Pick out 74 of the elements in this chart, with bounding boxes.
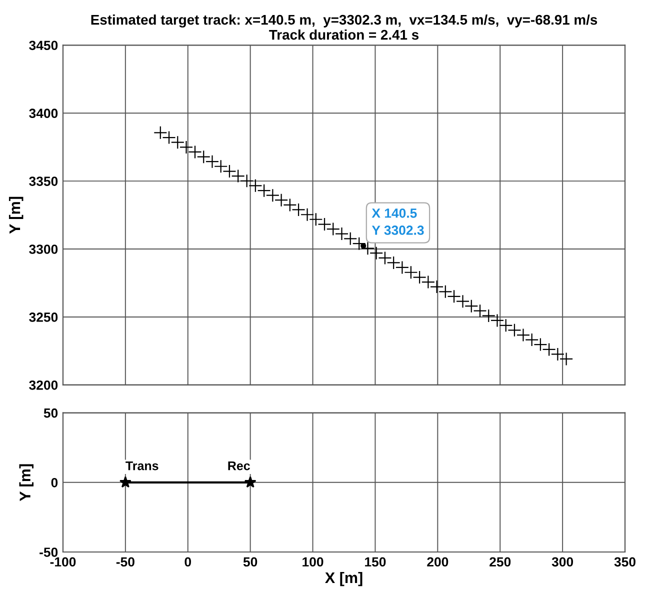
point bbox=[188, 145, 202, 159]
y-tick-label: 3450 bbox=[29, 40, 58, 50]
y-tick-label: 50 bbox=[44, 408, 58, 418]
point bbox=[231, 169, 245, 183]
x-axis-title: X [m] bbox=[325, 572, 362, 586]
point bbox=[274, 193, 288, 207]
point bbox=[490, 314, 504, 328]
point bbox=[257, 184, 271, 198]
y-tick-label: 3250 bbox=[29, 312, 58, 322]
annotation: X 140.5 Y 3302.3 bbox=[372, 208, 424, 235]
point bbox=[430, 280, 444, 294]
point bbox=[309, 212, 323, 226]
y-axis-title: Y [m] bbox=[8, 196, 24, 234]
x-tick-label: 200 bbox=[427, 557, 448, 567]
point bbox=[499, 318, 513, 332]
point bbox=[534, 338, 548, 352]
point bbox=[525, 332, 539, 347]
x-tick-label: -100 bbox=[50, 557, 76, 567]
y-tick-label: -50 bbox=[40, 548, 58, 557]
point bbox=[154, 126, 168, 140]
point bbox=[266, 188, 280, 202]
x-tick-label: -50 bbox=[116, 557, 134, 567]
x-tick-label: 50 bbox=[243, 557, 258, 567]
x-tick-label: 300 bbox=[552, 557, 574, 567]
point bbox=[222, 164, 236, 178]
point bbox=[421, 275, 435, 289]
point bbox=[162, 130, 176, 144]
point bbox=[334, 226, 349, 241]
point bbox=[404, 266, 418, 280]
point bbox=[196, 150, 210, 164]
annotation: Trans bbox=[126, 462, 158, 470]
point bbox=[438, 284, 452, 298]
point bbox=[447, 290, 461, 304]
point bbox=[508, 323, 522, 337]
y-tick-label: 3350 bbox=[29, 176, 58, 186]
point bbox=[412, 270, 426, 284]
x-tick-label: 0 bbox=[184, 557, 192, 567]
point bbox=[214, 160, 228, 174]
point bbox=[292, 202, 306, 217]
x-tick-label: 350 bbox=[614, 557, 636, 567]
y-axis-title: Y [m] bbox=[19, 464, 34, 502]
y-tick-label: 3300 bbox=[29, 244, 58, 254]
point bbox=[360, 242, 375, 256]
y-tick-label: 0 bbox=[51, 478, 58, 488]
point bbox=[560, 352, 574, 366]
point bbox=[550, 347, 564, 361]
y-tick-label: 3200 bbox=[29, 380, 58, 390]
point bbox=[344, 232, 358, 246]
point bbox=[378, 251, 392, 265]
chart-title: Estimated target track: x=140.5 m, y=3302.3 m, vx=134.5 m/s, vy=-68.91 m/s Track duration = 2.41 s bbox=[91, 14, 598, 40]
point bbox=[283, 198, 297, 212]
point bbox=[456, 294, 470, 308]
point bbox=[240, 174, 254, 188]
point bbox=[205, 154, 220, 168]
point bbox=[542, 342, 556, 356]
point bbox=[248, 178, 262, 192]
point bbox=[386, 256, 400, 270]
x-tick-label: 100 bbox=[302, 557, 324, 567]
point bbox=[395, 260, 409, 274]
x-tick-label: 250 bbox=[490, 557, 511, 567]
point bbox=[326, 222, 340, 236]
y-tick-label: 3400 bbox=[29, 108, 58, 118]
point bbox=[482, 308, 496, 323]
point bbox=[516, 328, 530, 342]
point bbox=[318, 217, 332, 232]
point bbox=[473, 304, 487, 318]
point bbox=[170, 136, 184, 150]
point bbox=[352, 236, 366, 250]
point bbox=[300, 208, 314, 222]
annotation: Rec bbox=[228, 462, 250, 470]
point bbox=[370, 246, 384, 260]
point bbox=[464, 299, 478, 313]
point bbox=[179, 140, 194, 154]
x-tick-label: 150 bbox=[365, 557, 386, 567]
